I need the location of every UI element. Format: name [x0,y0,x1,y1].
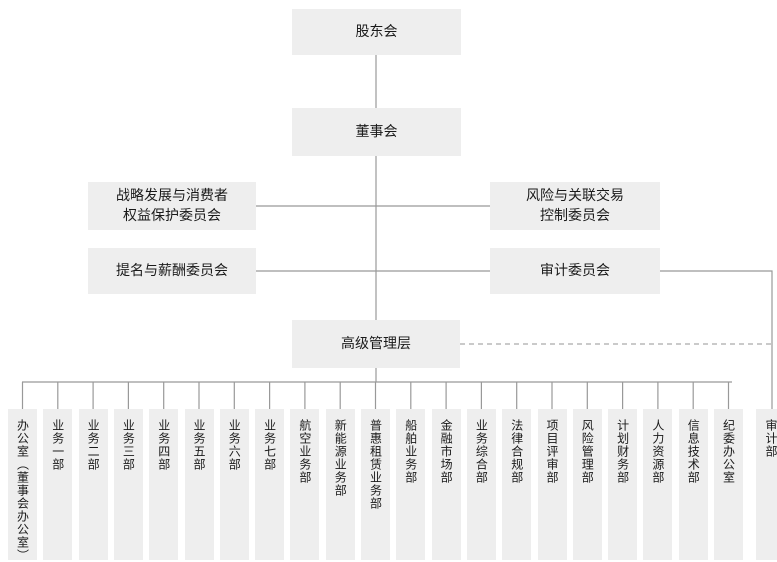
node-strategy-committee-line2: 权益保护委员会 [123,208,221,224]
department-3: 业务二部 [78,409,108,560]
department-17: 风险管理部 [572,409,602,560]
department-label: 业务四部 [156,419,171,471]
department-18: 计划财务部 [608,409,638,560]
node-risk-committee-line1: 风险与关联交易 [526,188,624,204]
department-16: 项目评审部 [537,409,567,560]
node-audit-committee: 审计委员会 [490,248,660,294]
department-5: 业务四部 [149,409,179,560]
department-19: 人力资源部 [643,409,673,560]
node-board-label: 董事会 [355,124,398,140]
department-label: 信息技术部 [686,419,701,484]
node-shareholders: 股东会 [292,9,461,55]
department-label: 业务一部 [50,419,65,471]
department-7: 业务六部 [219,409,249,560]
department-label: 航空业务部 [297,419,312,484]
department-12: 船舶业务部 [396,409,426,560]
department-label: 审计部 [764,419,777,458]
department-label: 纪委办公室 [721,419,736,484]
department-20: 信息技术部 [678,409,708,560]
department-15: 法律合规部 [502,409,532,560]
department-22: 审计部 [756,409,777,560]
department-14: 业务综合部 [466,409,496,560]
department-label: 普惠租赁业务部 [368,419,383,510]
node-audit-committee-label: 审计委员会 [540,263,610,279]
department-label: 法律合规部 [509,419,524,484]
node-risk-committee: 风险与关联交易 控制委员会 [490,182,660,230]
department-10: 新能源业务部 [325,409,355,560]
department-11: 普惠租赁业务部 [361,409,390,560]
department-label: 业务五部 [192,419,206,471]
node-senior-management: 高级管理层 [292,320,460,368]
department-label: 金融市场部 [439,419,454,484]
department-label: 业务七部 [262,419,277,471]
department-label: 业务二部 [86,419,101,471]
department-ticks [21,382,730,409]
department-8: 业务七部 [255,409,285,560]
node-senior-management-label: 高级管理层 [341,336,411,352]
department-label: 风险管理部 [580,419,595,484]
node-nomination-committee: 提名与薪酬委员会 [88,248,256,294]
department-label: 新能源业务部 [333,419,348,497]
department-label: 人力资源部 [650,419,665,484]
department-label: 办公室（董事会办公室） [15,419,30,562]
department-4: 业务三部 [113,409,143,560]
department-2: 业务一部 [43,409,73,560]
node-risk-committee-line2: 控制委员会 [540,208,610,224]
node-nomination-committee-label: 提名与薪酬委员会 [116,263,228,279]
department-label: 业务三部 [121,419,136,471]
department-13: 金融市场部 [431,409,461,560]
department-1: 办公室（董事会办公室） [8,409,37,562]
node-board: 董事会 [292,108,461,156]
node-strategy-committee-line1: 战略发展与消费者 [116,188,228,204]
department-label: 业务综合部 [474,419,489,484]
department-label: 项目评审部 [545,419,559,484]
department-label: 计划财务部 [615,419,630,484]
department-9: 航空业务部 [290,409,320,560]
department-label: 业务六部 [227,419,242,471]
node-shareholders-label: 股东会 [355,24,398,40]
department-label: 船舶业务部 [403,419,418,484]
department-6: 业务五部 [184,409,214,560]
department-21: 纪委办公室 [714,409,743,560]
node-strategy-committee: 战略发展与消费者 权益保护委员会 [88,182,256,230]
